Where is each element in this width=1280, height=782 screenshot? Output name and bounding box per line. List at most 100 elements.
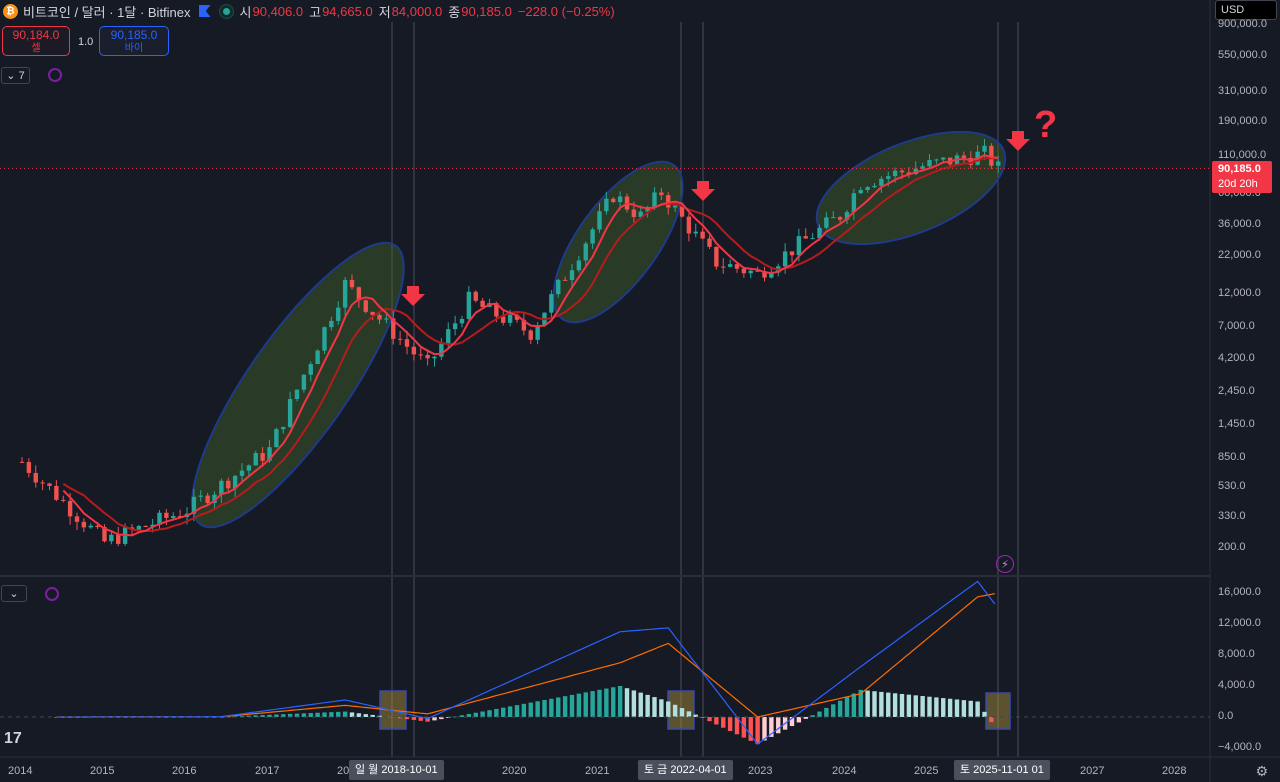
candle-body [576,260,582,271]
macd-histogram-bar [886,692,891,717]
candle-body [748,270,753,274]
currency-selector[interactable]: USD [1215,0,1277,20]
macd-histogram-bar [755,717,760,745]
indicator-count: 7 [18,69,25,82]
time-tick-label: 2016 [172,765,197,777]
macd-histogram-bar [989,717,994,723]
candle-body [597,211,602,230]
macd-histogram-bar [934,697,939,717]
macd-histogram-bar [294,713,300,717]
macd-histogram-bar [604,688,609,717]
candle-body [721,266,726,268]
crosshair-date-label: 토 2025-11-01 01 [954,760,1050,780]
price-tick-label: 550,000.0 [1218,49,1267,61]
candle-body [810,238,815,240]
price-tick-label: 110,000.0 [1218,149,1267,161]
candle-body [989,145,994,166]
candle-body [906,172,912,175]
macd-histogram-bar [982,711,987,717]
candle-body [659,192,664,196]
macd-histogram-bar [556,697,561,717]
candle-body [81,521,87,528]
flag-icon[interactable] [198,5,211,17]
macd-settings-icon[interactable] [45,587,59,601]
candle-body [411,346,417,355]
candle-body [95,525,100,528]
candle-body [556,279,561,295]
macd-histogram-bar [466,714,472,717]
candle-body [102,527,107,542]
candle-body [941,157,946,160]
candle-body [274,429,279,448]
symbol-title[interactable]: 비트코인 / 달러 · 1달 · Bitfinex [23,4,191,20]
macd-histogram-bar [336,711,341,717]
bull-phase-ellipse [815,130,1007,246]
macd-histogram-bar [851,693,857,717]
candle-body [714,246,719,267]
candle-body [26,462,32,473]
macd-histogram-bar [404,717,410,720]
candle-body [19,461,25,463]
candle-body [47,483,52,486]
macd-histogram-bar [576,693,582,717]
macd-histogram-bar [459,715,465,717]
candle-body [177,516,183,518]
crosshair-date-label: 일 월 2018-10-01 [349,760,444,780]
candle-body [521,319,527,331]
macd-histogram-bar [769,717,774,737]
indicator-settings-icon[interactable] [48,68,62,82]
price-tick-label: 36,000.0 [1218,218,1261,231]
candle-body [281,426,286,430]
candle-body [927,159,932,167]
macd-collapse-button[interactable]: ⌄ [1,585,27,602]
candle-body [54,485,59,500]
candle-body [652,192,657,208]
macd-histogram-bar [844,697,850,717]
macd-histogram-bar [892,693,898,717]
macd-tick-label: 4,000.0 [1218,679,1255,691]
candle-body [934,159,939,161]
candle-body [803,236,808,239]
macd-histogram-bar [748,717,753,741]
time-tick-label: 2027 [1080,765,1105,777]
sell-price: 90,184.0 [12,28,60,42]
macd-histogram-bar [741,717,747,738]
candle-body [157,512,162,525]
candle-body [817,227,822,239]
macd-histogram-bar [370,714,375,717]
candle-body [329,320,334,328]
crosshair-date-label: 토 금 2022-04-01 [638,760,733,780]
candle-body [982,145,987,152]
candle-body [432,356,437,359]
macd-histogram-bar [734,717,740,735]
change-value: −228.0 (−0.25%) [517,3,615,19]
time-tick-label: 2024 [832,765,857,777]
indicators-toggle-button[interactable]: ⌄ 7 [1,67,30,84]
price-tick-label: 190,000.0 [1218,115,1267,128]
close-value: 90,185.0 [461,3,512,19]
low-label: 저 [378,4,391,20]
lightning-icon[interactable]: ⚡ [996,555,1014,573]
macd-histogram-bar [514,705,520,717]
buy-button[interactable]: 90,185.0 바이 [99,26,169,56]
candle-body [198,495,203,497]
macd-highlight-box [667,690,695,730]
price-tick-label: 900,000.0 [1218,18,1267,31]
candle-body [322,327,327,351]
candle-body [336,307,341,321]
candle-body [232,475,238,489]
candle-body [143,525,148,527]
candle-body [886,176,891,179]
macd-histogram-bar [363,714,368,717]
candle-body [865,187,870,190]
macd-tick-label: 8,000.0 [1218,648,1255,660]
sell-button[interactable]: 90,184.0 셀 [2,26,70,56]
macd-histogram-bar [542,700,547,717]
macd-histogram-bar [322,712,327,717]
macd-tick-label: −4,000.0 [1218,741,1262,753]
time-tick-label: 2017 [255,765,280,777]
tradingview-logo[interactable]: 17 [4,730,22,747]
gear-icon[interactable]: ⚙ [1255,763,1268,779]
